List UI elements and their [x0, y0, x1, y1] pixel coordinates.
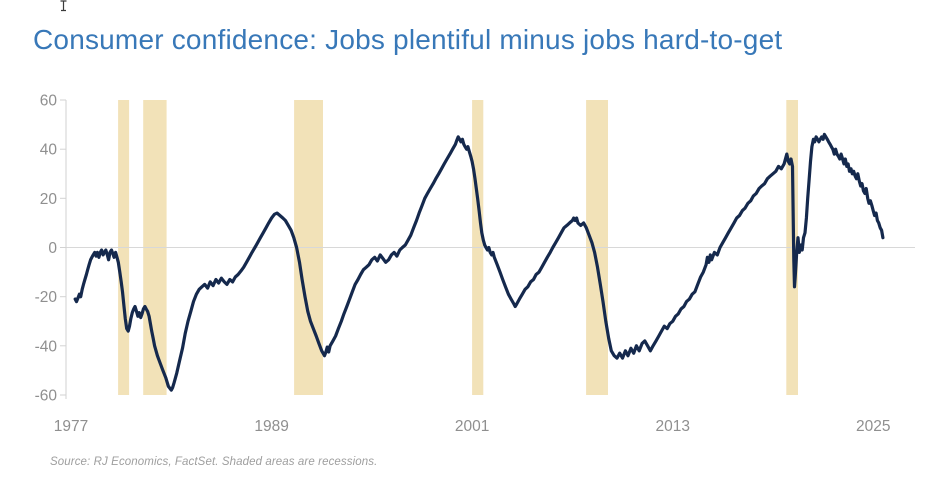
y-tick-label: -20: [35, 289, 58, 306]
chart-title: Consumer confidence: Jobs plentiful minu…: [33, 24, 783, 55]
y-tick-label: -40: [35, 338, 58, 355]
text-cursor-glyph: [60, 0, 67, 12]
y-tick-label: 40: [40, 142, 58, 159]
y-tick-label: 0: [48, 240, 57, 257]
source-note: Source: RJ Economics, FactSet. Shaded ar…: [50, 456, 378, 468]
x-tick-label: 2025: [856, 418, 890, 435]
text-cursor-icon: [60, 0, 67, 12]
x-tick-label: 1977: [54, 418, 88, 435]
x-tick-label: 2001: [455, 418, 489, 435]
x-tick-label: 1989: [254, 418, 288, 435]
x-tick-label: 2013: [655, 418, 689, 435]
confidence-series-line: [73, 132, 885, 392]
y-tick-label: -60: [35, 388, 58, 405]
y-tick-label: 20: [40, 191, 58, 208]
y-tick-label: 60: [40, 93, 58, 110]
